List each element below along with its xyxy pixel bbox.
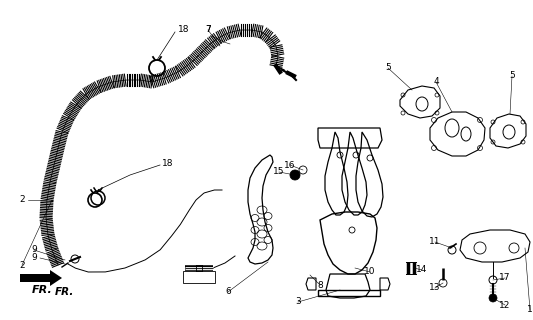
Text: 2: 2 xyxy=(19,260,25,269)
Text: 9: 9 xyxy=(31,253,37,262)
Text: 18: 18 xyxy=(162,158,174,167)
Text: 6: 6 xyxy=(225,287,231,297)
Text: 7: 7 xyxy=(205,26,211,35)
Text: 18: 18 xyxy=(178,26,190,35)
Text: 9: 9 xyxy=(31,245,37,254)
Text: 14: 14 xyxy=(416,266,427,275)
Text: 4: 4 xyxy=(433,77,439,86)
Text: 11: 11 xyxy=(429,237,441,246)
Text: 5: 5 xyxy=(385,63,391,73)
Circle shape xyxy=(489,294,497,302)
Text: 12: 12 xyxy=(499,300,511,309)
Text: FR.: FR. xyxy=(55,287,75,297)
Text: 10: 10 xyxy=(364,268,376,276)
Text: 13: 13 xyxy=(429,284,441,292)
Text: FR.: FR. xyxy=(32,285,53,295)
Text: 8: 8 xyxy=(317,281,323,290)
Text: 1: 1 xyxy=(527,306,533,315)
Polygon shape xyxy=(20,270,62,286)
Text: 2: 2 xyxy=(19,196,25,204)
Text: 5: 5 xyxy=(509,71,515,81)
Text: 15: 15 xyxy=(273,167,285,177)
Text: 17: 17 xyxy=(499,274,511,283)
Text: 16: 16 xyxy=(284,161,296,170)
Circle shape xyxy=(290,170,300,180)
Text: 3: 3 xyxy=(295,298,301,307)
Text: 7: 7 xyxy=(205,26,211,35)
